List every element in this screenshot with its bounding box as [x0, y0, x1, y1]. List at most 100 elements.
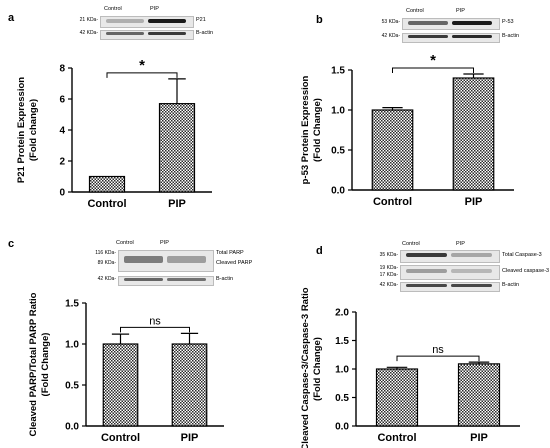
protein-label: B-actin — [502, 33, 520, 39]
significance-bracket — [396, 355, 480, 362]
protein-band — [451, 35, 493, 39]
y-tick-label: 2.0 — [335, 308, 349, 319]
bar — [102, 343, 139, 427]
protein-label: B-actin — [196, 30, 214, 36]
lane-header: Control — [116, 240, 134, 246]
y-axis-label: p-53 Protein Expression — [300, 75, 311, 184]
protein-label: P-53 — [502, 19, 514, 25]
blot-strip — [402, 33, 500, 43]
x-category-label: PIP — [470, 432, 488, 444]
y-tick-label: 0.0 — [65, 422, 79, 433]
y-axis-label: (Fold Change) — [312, 337, 323, 401]
x-category-label: Control — [87, 198, 126, 210]
lane-header: PIP — [150, 6, 159, 12]
y-tick-label: 0.5 — [65, 381, 79, 392]
x-category-label: PIP — [465, 196, 483, 208]
x-category-label: Control — [373, 196, 412, 208]
molecular-weight-label: 89 KDa- — [97, 260, 116, 266]
y-tick-label: 1.0 — [335, 365, 349, 376]
significance-label: * — [430, 52, 436, 69]
protein-label: B-actin — [216, 276, 234, 282]
western-blot-b: Control PIP 53 KDa- P-53 42 KDa- B-actin — [370, 8, 545, 46]
x-category-label: PIP — [168, 198, 186, 210]
protein-label: Cleaved caspase-3 — [502, 267, 550, 274]
protein-band — [450, 268, 493, 274]
y-tick-label: 6 — [59, 95, 65, 106]
blot-strip — [118, 250, 214, 272]
bar — [457, 363, 501, 427]
panel-label-c: c — [8, 238, 15, 250]
protein-band — [123, 278, 164, 282]
molecular-weight-label: 42 KDa- — [379, 282, 398, 288]
significance-bracket — [392, 67, 474, 73]
molecular-weight-label: 19 KDa- — [379, 265, 398, 271]
blot-strip — [118, 276, 214, 286]
protein-band — [166, 256, 207, 263]
protein-band — [450, 284, 493, 288]
lane-header: PIP — [456, 8, 465, 14]
x-category-label: Control — [377, 432, 416, 444]
protein-band — [105, 19, 145, 23]
molecular-weight-label: 35 KDa- — [379, 251, 398, 258]
y-tick-label: 0.0 — [335, 422, 349, 433]
panel-label-d: d — [316, 245, 323, 257]
x-category-label: Control — [101, 432, 140, 444]
significance-bracket — [120, 326, 190, 333]
y-tick-label: 0 — [59, 188, 65, 199]
western-blot-c: Control PIP 116 KDa- 89 KDa- Total PARP Cleav… — [88, 240, 258, 290]
protein-label: B-actin — [502, 282, 520, 288]
y-tick-label: 1.5 — [331, 66, 345, 77]
lane-header: Control — [104, 6, 122, 12]
x-category-label: PIP — [181, 432, 199, 444]
blot-strip — [100, 30, 194, 40]
y-tick-label: 0.5 — [331, 146, 345, 157]
protein-band — [405, 268, 448, 274]
protein-band — [405, 284, 448, 288]
y-axis-label: Cleaved PARP/Total PARP Ratio — [28, 292, 39, 436]
blot-strip — [400, 282, 500, 292]
lane-header: Control — [406, 8, 424, 14]
y-tick-label: 0.5 — [335, 393, 349, 404]
bar — [171, 343, 208, 427]
molecular-weight-label: 116 KDa- — [95, 250, 116, 256]
protein-band — [147, 19, 187, 23]
lane-header: Control — [402, 241, 420, 247]
y-tick-label: 1.5 — [65, 299, 79, 310]
y-tick-label: 0.0 — [331, 186, 345, 197]
molecular-weight-label: 42 KDa- — [79, 30, 98, 36]
molecular-weight-label: 42 KDa- — [381, 33, 400, 39]
protein-band — [407, 21, 449, 25]
panel-label-b: b — [316, 14, 323, 26]
y-tick-label: 2 — [59, 157, 65, 168]
western-blot-a: Control PIP 21 KDa- P21 42 KDa- B-actin — [70, 6, 240, 44]
protein-band — [450, 253, 493, 258]
protein-band — [407, 35, 449, 39]
western-blot-d: Control PIP 35 KDa- Total Caspase-3 19 KDa- 1… — [370, 241, 550, 293]
y-axis-label: P21 Protein Expression — [16, 77, 27, 183]
y-tick-label: 8 — [59, 64, 65, 75]
protein-band — [451, 21, 493, 25]
y-tick-label: 1.0 — [65, 340, 79, 351]
bar — [375, 368, 419, 427]
protein-label: Total PARP — [216, 250, 244, 256]
molecular-weight-label: 21 KDa- — [79, 17, 98, 23]
significance-bracket — [106, 72, 178, 78]
significance-label: ns — [149, 315, 161, 327]
protein-band — [166, 278, 207, 282]
protein-label: Cleaved PARP — [216, 260, 253, 266]
y-axis-label: Cleaved Caspase-3/Caspase-3 Ratio — [300, 287, 311, 448]
panel-label-a: a — [8, 12, 15, 24]
protein-band — [105, 32, 145, 36]
bar — [452, 77, 495, 191]
significance-label: * — [139, 57, 145, 74]
lane-header: PIP — [456, 241, 465, 247]
bar — [88, 175, 126, 193]
significance-label: ns — [432, 344, 444, 356]
lane-header: PIP — [160, 240, 169, 246]
molecular-weight-label: 42 KDa- — [97, 276, 116, 282]
y-tick-label: 1.0 — [331, 106, 345, 117]
blot-strip — [400, 265, 500, 280]
protein-band — [147, 32, 187, 36]
protein-band — [405, 253, 448, 258]
